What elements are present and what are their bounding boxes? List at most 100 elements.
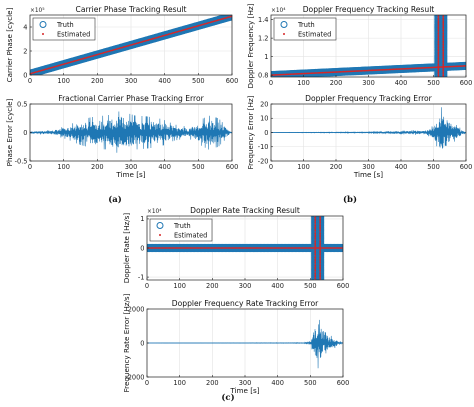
estimated-marker [329, 247, 332, 249]
estimated-marker [86, 56, 89, 59]
estimated-spike-marker [442, 55, 445, 58]
estimated-marker [153, 37, 155, 40]
estimated-marker [309, 72, 311, 75]
estimated-marker [320, 71, 323, 74]
estimated-marker [269, 247, 272, 249]
estimated-marker [202, 247, 204, 249]
estimated-marker [203, 23, 206, 25]
estimated-marker [398, 68, 401, 70]
x-tick-label: 300 [362, 79, 375, 87]
estimated-spike-marker [437, 15, 440, 18]
estimated-marker [293, 73, 296, 75]
estimated-marker [364, 69, 367, 72]
estimated-marker [216, 247, 218, 249]
estimated-spike-marker [442, 63, 445, 66]
estimated-spike-marker [314, 256, 317, 259]
estimated-marker [117, 47, 119, 50]
estimated-marker [66, 62, 69, 65]
y-tick-label: -20 [258, 157, 269, 165]
estimated-marker [374, 69, 377, 72]
estimated-spike-marker [319, 232, 322, 235]
estimated-marker [230, 247, 232, 249]
estimated-spike-marker [319, 250, 322, 253]
estimated-marker [348, 70, 350, 73]
estimated-marker [343, 70, 346, 73]
estimated-marker [459, 65, 462, 68]
estimated-marker [83, 57, 86, 60]
estimated-marker [154, 37, 157, 39]
estimated-marker [366, 69, 369, 72]
estimated-marker [46, 67, 49, 70]
estimated-marker [446, 65, 449, 68]
estimated-marker [162, 247, 165, 249]
estimated-marker [187, 27, 190, 30]
estimated-marker [185, 247, 188, 249]
estimated-spike-marker [442, 71, 445, 74]
estimated-marker [190, 247, 193, 249]
estimated-marker [197, 24, 200, 27]
y-tick-label: 1.2 [258, 34, 269, 42]
estimated-marker [412, 67, 414, 70]
estimated-marker [416, 67, 419, 70]
estimated-marker [128, 44, 131, 47]
x-tick-label: 0 [269, 79, 273, 87]
estimated-marker [322, 247, 325, 249]
estimated-marker [42, 69, 44, 71]
legend-box [32, 17, 96, 41]
x-tick-label: 100 [57, 77, 70, 85]
estimated-spike-marker [442, 21, 445, 24]
estimated-marker [451, 65, 453, 68]
estimated-marker [215, 19, 218, 22]
estimated-marker [456, 65, 459, 68]
estimated-marker [214, 247, 217, 249]
estimated-marker [314, 72, 317, 74]
estimated-marker [210, 247, 213, 249]
estimated-marker [298, 247, 301, 249]
estimated-marker [98, 53, 101, 55]
estimated-spike-marker [442, 60, 445, 63]
estimated-marker [157, 247, 160, 249]
x-tick-label: 300 [125, 77, 138, 85]
estimated-marker [410, 67, 413, 70]
estimated-marker [202, 23, 205, 26]
x-tick-label: 500 [192, 77, 205, 85]
estimated-spike-marker [319, 259, 322, 262]
estimated-spike-marker [442, 26, 445, 29]
estimated-marker [114, 48, 117, 51]
estimated-marker [213, 247, 216, 249]
estimated-marker [287, 247, 290, 249]
estimated-marker [234, 247, 237, 249]
estimated-spike-marker [319, 227, 322, 230]
estimated-marker [132, 43, 135, 46]
estimated-spike-marker [437, 42, 440, 44]
estimated-marker [333, 247, 336, 249]
estimated-marker [265, 247, 267, 249]
chart-doppler_error: 0 100 200 300 400 500 600 -20 -10 0 10 20 Doppler Fr… [246, 94, 472, 179]
estimated-spike-marker [314, 267, 317, 270]
x-tick-label: 600 [460, 163, 473, 171]
y-tick-label: 4 [23, 23, 27, 31]
estimated-marker [55, 65, 57, 68]
estimated-spike-marker [437, 38, 440, 41]
estimated-marker [435, 66, 438, 69]
estimated-spike-marker [319, 255, 322, 257]
estimated-marker [332, 71, 335, 74]
estimated-spike-marker [314, 221, 317, 224]
estimated-spike-marker [437, 31, 440, 33]
estimated-spike-marker [314, 253, 317, 256]
x-tick-label: 400 [158, 77, 171, 85]
estimated-marker [382, 68, 385, 71]
estimated-marker [290, 247, 293, 249]
estimated-marker [288, 247, 291, 249]
estimated-spike-marker [437, 62, 440, 64]
estimated-marker [52, 66, 54, 69]
x-tick-label: 300 [125, 163, 138, 171]
estimated-marker [143, 40, 145, 43]
estimated-marker [39, 70, 41, 72]
y-tick-label: 1 [140, 215, 144, 223]
legend-truth-marker [280, 21, 288, 28]
estimated-marker [223, 17, 226, 20]
estimated-marker [332, 247, 335, 249]
x-tick-label: 500 [304, 379, 317, 387]
legend-estimated-marker [283, 33, 285, 35]
